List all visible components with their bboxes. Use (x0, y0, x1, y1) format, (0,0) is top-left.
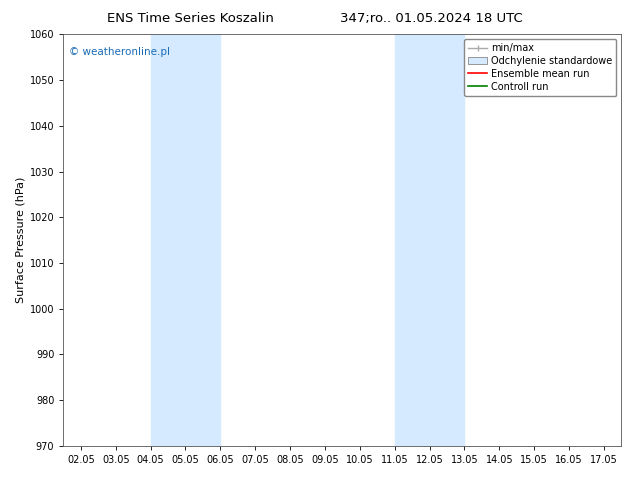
Bar (150, 34, 221, 446)
Text: ENS Time Series Koszalin: ENS Time Series Koszalin (107, 12, 274, 25)
Y-axis label: Surface Pressure (hPa): Surface Pressure (hPa) (16, 177, 25, 303)
Text: 347;ro.. 01.05.2024 18 UTC: 347;ro.. 01.05.2024 18 UTC (340, 12, 522, 25)
Legend: min/max, Odchylenie standardowe, Ensemble mean run, Controll run: min/max, Odchylenie standardowe, Ensembl… (464, 39, 616, 96)
Text: © weatheronline.pl: © weatheronline.pl (69, 47, 170, 57)
Bar (394, 34, 464, 446)
